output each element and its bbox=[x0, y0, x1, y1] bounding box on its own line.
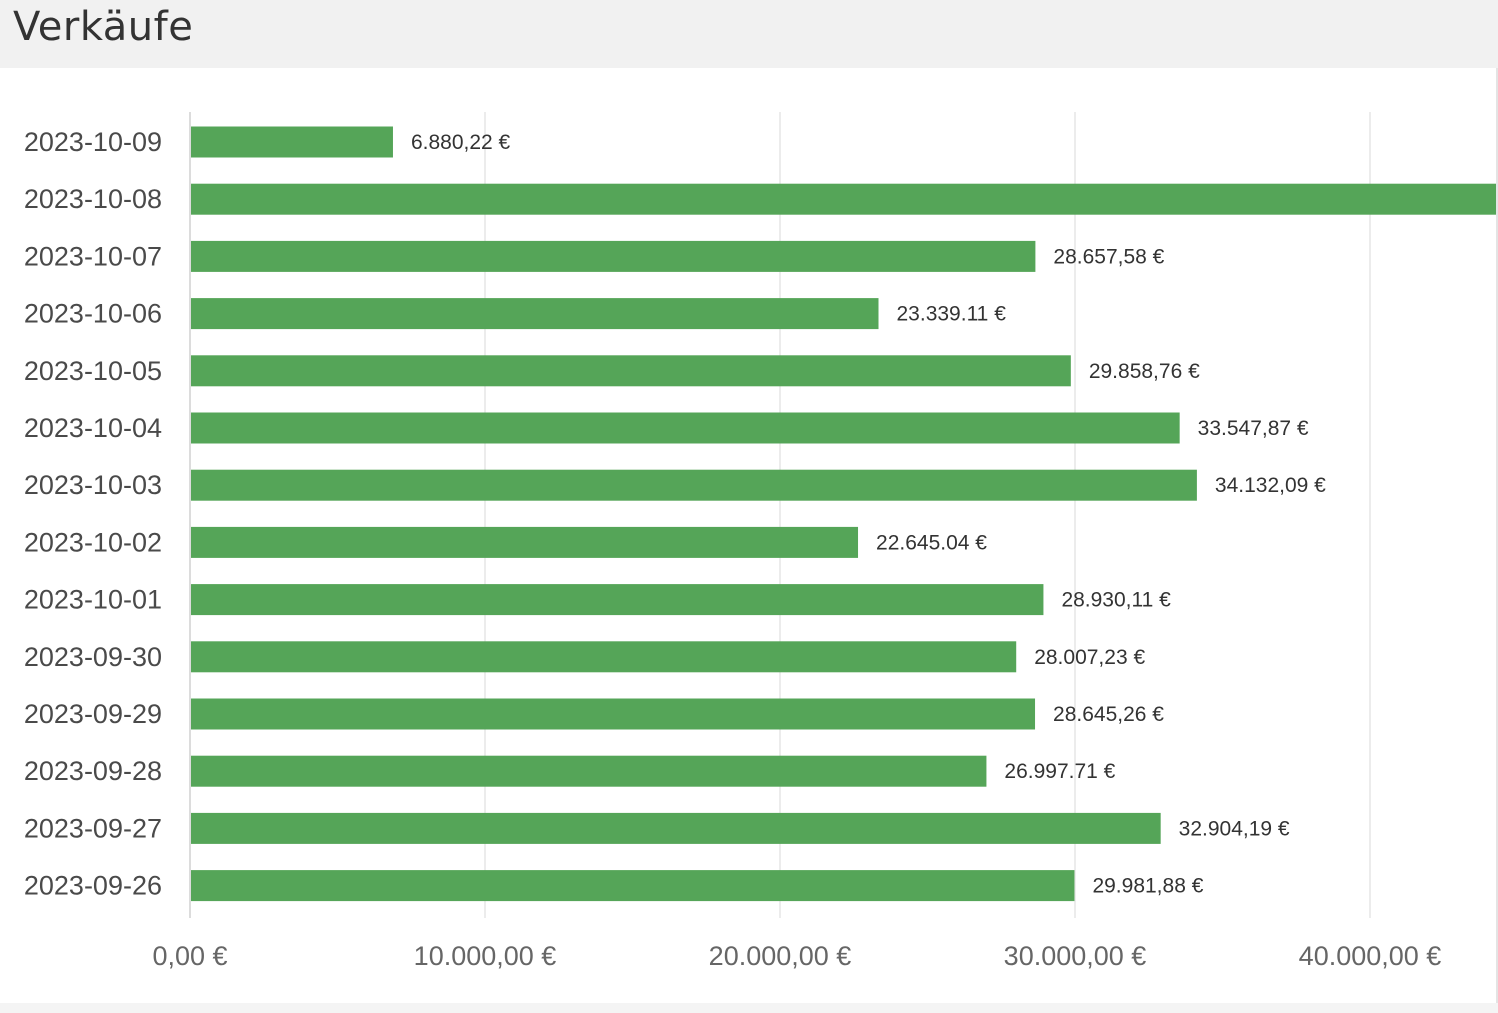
category-label: 2023-09-27 bbox=[24, 813, 162, 843]
bar bbox=[191, 641, 1017, 673]
bar bbox=[191, 698, 1036, 730]
category-label: 2023-10-09 bbox=[24, 127, 162, 157]
bar bbox=[191, 870, 1075, 902]
data-label: 28.657,58 € bbox=[1053, 245, 1164, 268]
bar bbox=[191, 584, 1044, 616]
category-label: 2023-09-29 bbox=[24, 699, 162, 729]
category-label: 2023-09-28 bbox=[24, 756, 162, 786]
data-label: 6.880,22 € bbox=[411, 131, 511, 154]
category-label: 2023-10-05 bbox=[24, 356, 162, 386]
x-tick-label: 30.000,00 € bbox=[1004, 941, 1147, 971]
category-label: 2023-10-01 bbox=[24, 585, 162, 615]
category-label: 2023-09-30 bbox=[24, 642, 162, 672]
category-label: 2023-10-08 bbox=[24, 184, 162, 214]
data-label: 26.997.71 € bbox=[1004, 760, 1115, 783]
category-label: 2023-10-06 bbox=[24, 299, 162, 329]
bar bbox=[191, 240, 1036, 272]
category-label: 2023-09-26 bbox=[24, 871, 162, 901]
data-label: 23.339.11 € bbox=[897, 303, 1007, 326]
panel-border bbox=[1496, 68, 1498, 1013]
category-label: 2023-10-04 bbox=[24, 413, 162, 443]
category-label: 2023-10-02 bbox=[24, 527, 162, 557]
bar bbox=[191, 812, 1161, 844]
bar bbox=[191, 126, 393, 158]
data-label: 33.547,87 € bbox=[1198, 417, 1309, 440]
data-label: 28.645,26 € bbox=[1053, 703, 1164, 726]
data-label: 32.904,19 € bbox=[1179, 817, 1290, 840]
chart-header: Verkäufe bbox=[0, 0, 1498, 68]
category-label: 2023-10-07 bbox=[24, 241, 162, 271]
bar bbox=[191, 355, 1071, 387]
data-label: 22.645.04 € bbox=[876, 531, 987, 554]
category-label: 2023-10-03 bbox=[24, 470, 162, 500]
bar bbox=[191, 298, 879, 330]
panel-footer bbox=[0, 1003, 1498, 1013]
bar bbox=[191, 526, 859, 558]
x-tick-label: 40.000,00 € bbox=[1299, 941, 1442, 971]
chart-title: Verkäufe bbox=[13, 4, 194, 50]
data-label: 29.858,76 € bbox=[1089, 360, 1200, 383]
x-tick-label: 10.000,00 € bbox=[414, 941, 557, 971]
x-tick-label: 0,00 € bbox=[152, 941, 227, 971]
bar bbox=[191, 412, 1180, 444]
bar bbox=[191, 183, 1496, 215]
bar bbox=[191, 755, 987, 787]
x-tick-label: 20.000,00 € bbox=[709, 941, 852, 971]
data-label: 34.132,09 € bbox=[1215, 474, 1326, 497]
data-label: 29.981,88 € bbox=[1092, 875, 1203, 898]
bar bbox=[191, 469, 1197, 501]
data-label: 28.930,11 € bbox=[1061, 589, 1171, 612]
data-label: 28.007,23 € bbox=[1034, 646, 1145, 669]
